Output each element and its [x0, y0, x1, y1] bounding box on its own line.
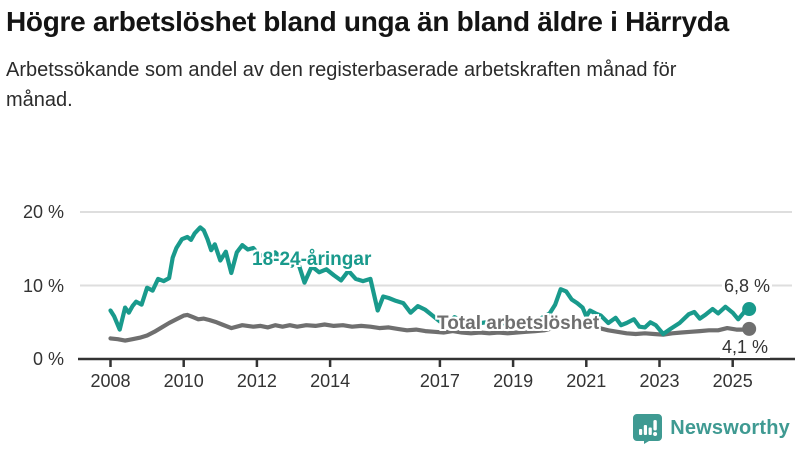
x-axis-tick-label: 2014 [310, 371, 351, 391]
series-end-dot-total [742, 321, 757, 336]
chart-header: Högre arbetslöshet bland unga än bland ä… [6, 4, 790, 115]
x-axis-tick-label: 2017 [419, 371, 460, 391]
chart-subtitle: Arbetssökande som andel av den registerb… [6, 58, 677, 111]
x-axis-tick-label: 2010 [163, 371, 204, 391]
y-axis-tick-label: 10 % [22, 275, 64, 296]
x-axis-tick-label: 2025 [712, 371, 753, 391]
series-label-youth: 18-24-åringar [252, 249, 372, 270]
end-value-label-youth: 6,8 % [722, 276, 773, 297]
newsworthy-bar-chart-bubble-icon [633, 414, 663, 444]
series-line-total [108, 312, 752, 343]
x-axis-tick-label: 2023 [639, 371, 680, 391]
newsworthy-logo[interactable]: Newsworthy [632, 413, 790, 444]
series-line-youth [108, 225, 752, 337]
series-label-total: Total arbetslöshet [437, 313, 600, 334]
y-axis-tick-label: 20 % [22, 202, 64, 222]
x-axis-tick-label: 2021 [566, 371, 607, 391]
x-axis-tick-label: 2008 [90, 371, 131, 391]
x-axis-tick-label: 2012 [236, 371, 277, 391]
chart-title: Högre arbetslöshet bland unga än bland ä… [6, 6, 729, 37]
x-axis-tick-label: 2019 [493, 371, 534, 391]
end-value-label-total: 4,1 % [720, 337, 771, 358]
series-end-dot-youth [742, 302, 757, 317]
y-axis-tick-label: 0 % [32, 349, 64, 369]
newsworthy-wordmark: Newsworthy [670, 417, 790, 439]
